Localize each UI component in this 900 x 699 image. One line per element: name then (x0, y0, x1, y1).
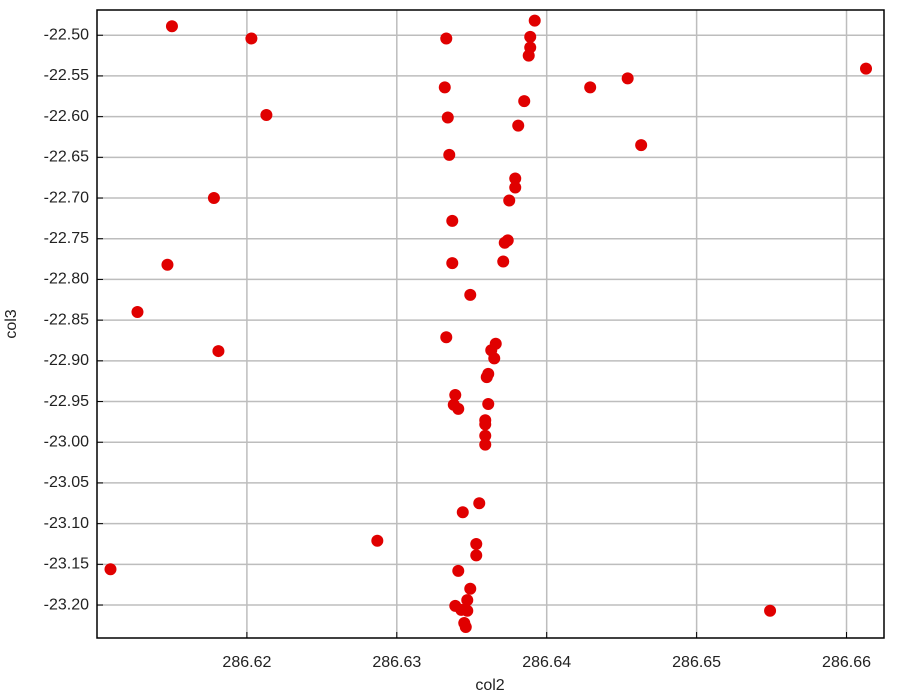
point (441, 111, 454, 124)
y-axis-label: col3 (3, 309, 20, 338)
point (488, 352, 501, 365)
y-tick-label: -22.60 (44, 108, 89, 125)
y-tick-label: -23.15 (44, 556, 89, 573)
point (764, 604, 777, 617)
x-tick-label: 286.66 (822, 654, 871, 671)
plot-frame (96, 9, 885, 639)
point (584, 81, 597, 94)
point (461, 594, 474, 607)
point (443, 148, 456, 161)
point (456, 506, 469, 519)
point (635, 139, 648, 152)
point (260, 109, 273, 122)
point (459, 621, 472, 634)
y-tick-label: -22.85 (44, 311, 89, 328)
y-tick-label: -23.00 (44, 433, 89, 450)
point (438, 81, 451, 94)
point (497, 255, 510, 268)
y-tick-label: -22.70 (44, 189, 89, 206)
point (482, 397, 495, 410)
y-tick-label: -22.50 (44, 26, 89, 43)
point (479, 418, 492, 431)
point (245, 32, 258, 45)
point (503, 194, 516, 207)
point (509, 172, 522, 185)
point (452, 564, 465, 577)
point (104, 563, 117, 576)
y-tick-label: -22.95 (44, 393, 89, 410)
point (207, 192, 220, 205)
y-tick-label: -22.75 (44, 230, 89, 247)
point (473, 497, 486, 510)
point (498, 236, 511, 249)
y-tick-label: -22.80 (44, 271, 89, 288)
point (464, 582, 477, 595)
x-tick-label: 286.64 (522, 654, 571, 671)
point (621, 72, 634, 85)
point (131, 305, 144, 318)
y-tick-label: -23.10 (44, 515, 89, 532)
point (461, 604, 474, 617)
point (860, 62, 873, 75)
point (509, 181, 522, 194)
y-tick-label: -22.55 (44, 67, 89, 84)
x-tick-label: 286.63 (372, 654, 421, 671)
point (371, 534, 384, 547)
point (440, 331, 453, 344)
point (524, 30, 537, 43)
point (479, 438, 492, 451)
point (470, 549, 483, 562)
y-tick-label: -22.90 (44, 352, 89, 369)
point (161, 258, 174, 271)
point (480, 371, 493, 384)
point (446, 214, 459, 227)
point (528, 14, 541, 27)
point (446, 257, 459, 270)
point (464, 288, 477, 301)
point (479, 429, 492, 442)
point (518, 95, 531, 108)
point (212, 345, 225, 358)
point (440, 32, 453, 45)
point (452, 402, 465, 415)
point (512, 119, 525, 132)
y-tick-label: -23.20 (44, 596, 89, 613)
y-tick-label: -23.05 (44, 474, 89, 491)
x-tick-label: 286.62 (222, 654, 271, 671)
point (449, 389, 462, 402)
point (165, 20, 178, 33)
y-tick-label: -22.65 (44, 149, 89, 166)
point (470, 537, 483, 550)
x-axis-label: col2 (475, 677, 504, 694)
x-tick-label: 286.65 (672, 654, 721, 671)
point (522, 49, 535, 62)
